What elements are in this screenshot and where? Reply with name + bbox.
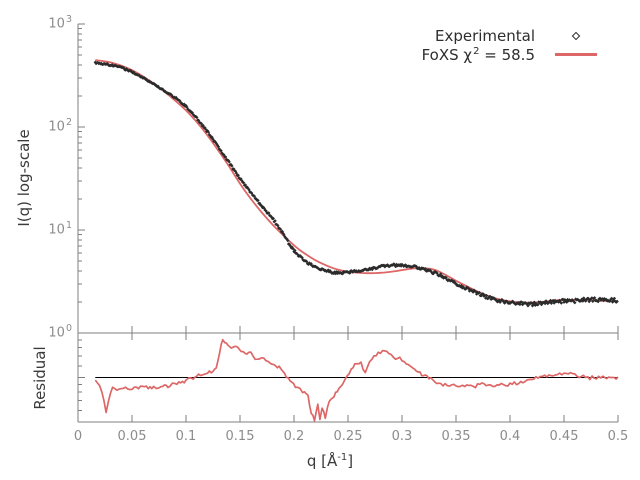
x-tick-label: 0 bbox=[73, 429, 83, 444]
x-tick-label: 0.3 bbox=[391, 429, 413, 444]
x-tick-label: 0.35 bbox=[441, 429, 471, 444]
x-tick-label: 0.05 bbox=[117, 429, 147, 444]
plot-borders bbox=[77, 24, 618, 423]
x-tick-label: 0.1 bbox=[175, 429, 197, 444]
x-tick-label: 0.45 bbox=[549, 429, 579, 444]
x-axis-title: q [Å-1] bbox=[78, 452, 582, 470]
x-tick-label: 0.4 bbox=[499, 429, 521, 444]
legend-foxs-post: = 58.5 bbox=[479, 45, 535, 64]
y-tick-label: 102 bbox=[0, 117, 72, 134]
y-tick-exponent: 1 bbox=[65, 220, 72, 231]
x-tick-label: 0.2 bbox=[283, 429, 305, 444]
legend-item-foxs: FoXS χ2 = 58.5 bbox=[422, 45, 598, 64]
legend-label-foxs: FoXS χ2 = 58.5 bbox=[422, 46, 535, 64]
y-tick-base: 10 bbox=[48, 325, 65, 341]
y-tick-base: 10 bbox=[48, 16, 65, 32]
y-tick-exponent: 0 bbox=[65, 323, 72, 334]
legend-label-experimental: Experimental bbox=[434, 26, 535, 45]
residual-y-axis-title: Residual bbox=[31, 346, 49, 410]
x-axis-title-pre: q [Å bbox=[306, 452, 338, 470]
diamond-marker-icon bbox=[554, 31, 598, 40]
x-tick-label: 0.5 bbox=[607, 429, 629, 444]
x-axis-title-post: ] bbox=[347, 452, 354, 470]
axis-ticks bbox=[77, 23, 619, 422]
legend-foxs-pre: FoXS χ bbox=[421, 45, 473, 64]
y-tick-base: 10 bbox=[48, 119, 65, 135]
fit-line-glyph bbox=[555, 53, 597, 56]
y-tick-exponent: 3 bbox=[65, 14, 72, 25]
experimental-scatter bbox=[93, 60, 619, 308]
legend-item-experimental: Experimental bbox=[422, 26, 598, 45]
legend-foxs-sup: 2 bbox=[473, 45, 480, 57]
residual-curve bbox=[94, 338, 619, 422]
y-tick-label: 100 bbox=[0, 323, 72, 340]
y-tick-base: 10 bbox=[48, 222, 65, 238]
fit-line-icon bbox=[554, 53, 598, 56]
x-tick-label: 0.15 bbox=[225, 429, 255, 444]
legend: Experimental FoXS χ2 = 58.5 bbox=[422, 26, 598, 64]
y-tick-label: 101 bbox=[0, 220, 72, 237]
x-tick-label: 0.25 bbox=[333, 429, 363, 444]
diamond-glyph bbox=[571, 31, 581, 40]
x-axis-title-sup: -1 bbox=[337, 452, 348, 463]
y-tick-label: 103 bbox=[0, 14, 72, 31]
main-y-axis-title: I(q) log-scale bbox=[15, 129, 33, 227]
y-tick-exponent: 2 bbox=[65, 117, 72, 128]
